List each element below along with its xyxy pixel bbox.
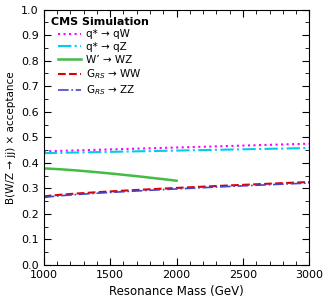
- X-axis label: Resonance Mass (GeV): Resonance Mass (GeV): [109, 285, 244, 299]
- Y-axis label: B(W/Z → jj) × acceptance: B(W/Z → jj) × acceptance: [6, 71, 15, 204]
- Legend: q* → qW, q* → qZ, W’ → WZ, G$_{RS}$ → WW, G$_{RS}$ → ZZ: q* → qW, q* → qZ, W’ → WZ, G$_{RS}$ → WW…: [48, 14, 152, 101]
